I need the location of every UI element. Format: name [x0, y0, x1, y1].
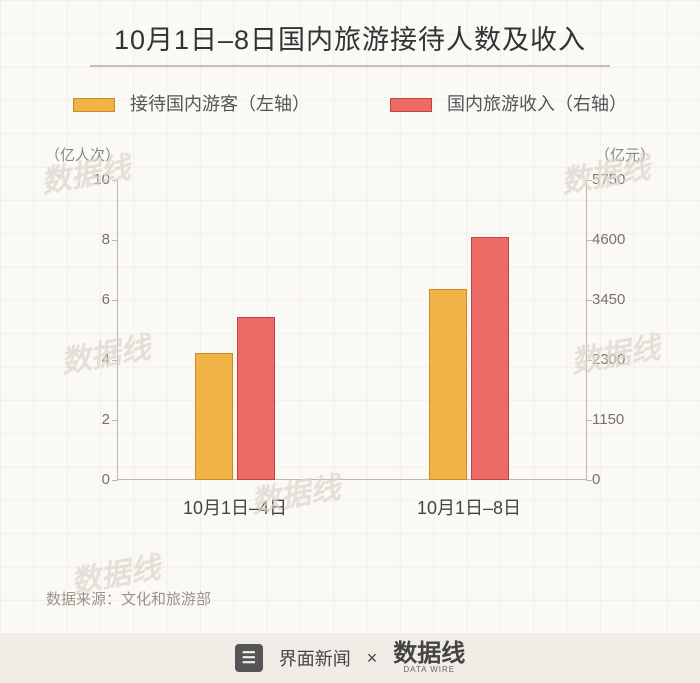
right-tick-label: 3450 [592, 291, 642, 308]
legend: 接待国内游客（左轴） 国内旅游收入（右轴） [0, 90, 700, 116]
legend-label-1: 接待国内游客（左轴） [130, 94, 310, 114]
right-tick-label: 1150 [592, 411, 642, 428]
brand2-label: 数据线 [393, 642, 465, 666]
tick-mark [586, 300, 592, 301]
right-tick-label: 4600 [592, 231, 642, 248]
tick-mark [112, 240, 118, 241]
left-tick-label: 2 [70, 411, 110, 428]
bar-group: 10月1日–4日 [180, 317, 290, 480]
tick-mark [112, 420, 118, 421]
tick-mark [586, 480, 592, 481]
source-label: 数据来源： [46, 591, 121, 608]
data-source: 数据来源：文化和旅游部 [46, 588, 211, 609]
x-category-label: 10月1日–8日 [417, 494, 521, 520]
bar-revenue [471, 237, 509, 480]
chart-title: 10月1日–8日国内旅游接待人数及收入 [114, 18, 586, 63]
right-tick-label: 0 [592, 471, 642, 488]
right-tick-label: 5750 [592, 171, 642, 188]
bar-visitors [429, 289, 467, 480]
legend-item-2: 国内旅游收入（右轴） [390, 90, 627, 116]
bar-revenue [237, 317, 275, 480]
x-category-label: 10月1日–4日 [183, 494, 287, 520]
tick-mark [112, 360, 118, 361]
bar-visitors [195, 353, 233, 481]
tick-mark [586, 180, 592, 181]
tick-mark [586, 240, 592, 241]
tick-mark [112, 300, 118, 301]
left-axis-unit: （亿人次） [45, 144, 120, 165]
footer: ☰ 界面新闻 × 数据线 DATA WIRE [0, 633, 700, 683]
right-tick-label: 2300 [592, 351, 642, 368]
legend-swatch-2 [390, 98, 432, 112]
brand1-icon: ☰ [235, 644, 263, 672]
left-tick-label: 4 [70, 351, 110, 368]
footer-times: × [367, 648, 378, 669]
brand1-label: 界面新闻 [279, 645, 351, 671]
plot-area: 024681001150230034504600575010月1日–4日10月1… [117, 180, 587, 480]
brand2-block: 数据线 DATA WIRE [393, 642, 465, 674]
source-value: 文化和旅游部 [121, 591, 211, 608]
tick-mark [112, 480, 118, 481]
left-tick-label: 0 [70, 471, 110, 488]
title-block: 10月1日–8日国内旅游接待人数及收入 [0, 18, 700, 67]
legend-swatch-1 [73, 98, 115, 112]
tick-mark [112, 180, 118, 181]
left-tick-label: 6 [70, 291, 110, 308]
chart-area: （亿人次） （亿元） 02468100115023003450460057501… [45, 150, 655, 520]
title-underline [90, 65, 610, 67]
legend-label-2: 国内旅游收入（右轴） [447, 94, 627, 114]
bar-group: 10月1日–8日 [414, 237, 524, 480]
brand2-sub: DATA WIRE [403, 666, 455, 674]
left-tick-label: 8 [70, 231, 110, 248]
tick-mark [586, 360, 592, 361]
chart-card: 10月1日–8日国内旅游接待人数及收入 接待国内游客（左轴） 国内旅游收入（右轴… [0, 0, 700, 683]
left-tick-label: 10 [70, 171, 110, 188]
right-axis-unit: （亿元） [595, 144, 655, 165]
tick-mark [586, 420, 592, 421]
legend-item-1: 接待国内游客（左轴） [73, 90, 310, 116]
